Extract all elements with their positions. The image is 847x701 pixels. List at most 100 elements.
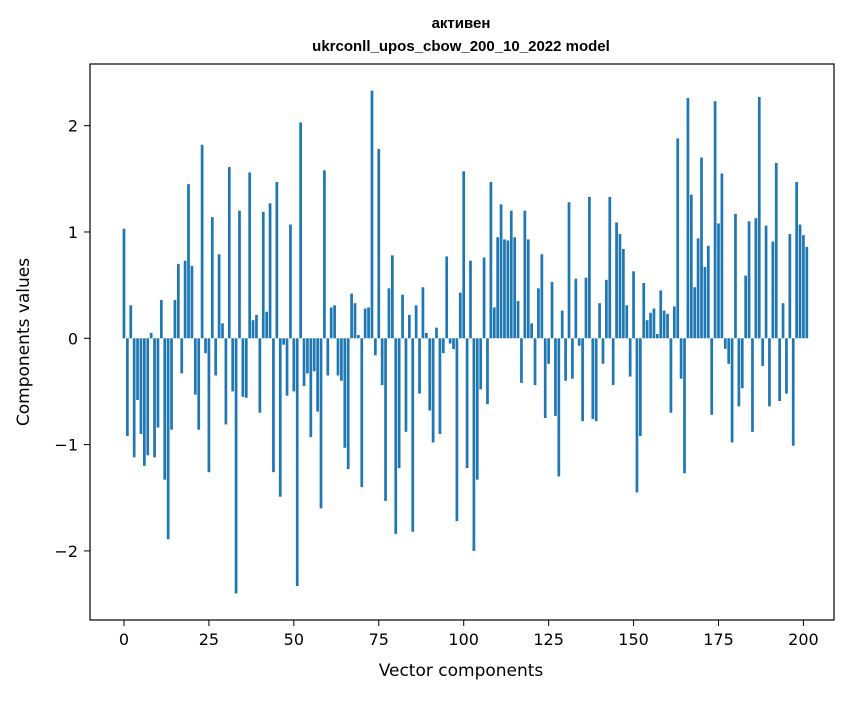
bar-190 [768,338,771,407]
bar-86 [414,305,418,339]
bar-46 [278,338,282,497]
bar-136 [584,277,588,339]
bar-177 [723,338,727,349]
bar-119 [526,239,530,339]
bar-26 [210,217,214,339]
bar-37 [248,172,252,339]
bar-196 [788,234,792,339]
bar-64 [340,338,343,381]
bar-178 [727,338,731,364]
bar-135 [581,338,584,422]
bar-172 [706,245,710,339]
bar-164 [679,338,683,379]
bar-139 [594,338,598,422]
bar-109 [492,307,496,339]
bar-145 [615,222,618,339]
bar-138 [591,338,595,420]
bar-157 [655,334,659,339]
x-tick-label-50: 50 [284,630,304,649]
bar-107 [486,338,489,405]
x-tick-label-75: 75 [369,630,389,649]
bar-85 [411,338,415,532]
bar-165 [683,338,686,474]
bar-12 [163,338,167,480]
bar-101 [465,338,469,468]
y-tick-label--2: −2 [54,542,78,561]
bar-73 [370,90,374,339]
bar-120 [530,323,533,339]
bar-160 [666,313,669,339]
bar-144 [611,338,615,386]
bar-48 [285,338,289,396]
bar-34 [238,210,241,339]
bar-180 [734,213,737,339]
bar-94 [441,338,445,354]
bar-15 [173,300,177,339]
bar-44 [272,338,275,473]
bar-169 [696,238,700,339]
bar-29 [221,323,224,339]
bar-67 [350,293,353,339]
bar-62 [333,305,336,339]
bar-7 [146,338,150,456]
bar-71 [363,308,367,339]
bar-127 [554,338,557,416]
bar-155 [649,312,652,339]
bar-23 [200,144,204,339]
chart-title: активен [432,15,491,32]
bar-77 [384,338,387,501]
bar-153 [642,283,646,339]
bar-1 [126,338,129,437]
bar-83 [404,338,408,432]
bar-105 [479,338,483,390]
bar-103 [472,338,476,551]
bar-123 [540,254,544,339]
bar-111 [499,204,503,339]
bar-10 [156,338,160,428]
bar-52 [299,122,302,339]
bar-102 [469,260,472,339]
bar-88 [421,287,425,339]
bar-194 [781,303,785,339]
bar-72 [367,307,370,339]
bar-92 [435,327,438,339]
bar-156 [652,308,656,339]
bar-150 [632,271,635,339]
bar-147 [622,248,625,339]
ticks-layer: 0 25 50 75 100 125 150 175 200 −2 −1 0 1 2 [54,117,818,649]
bar-193 [778,338,781,401]
bar-18 [183,260,187,339]
bar-8 [149,332,153,339]
bar-158 [659,290,663,339]
bar-14 [170,338,173,430]
bar-143 [608,196,612,339]
bar-54 [306,338,309,374]
bar-131 [567,202,571,339]
bar-82 [401,294,404,339]
bar-65 [343,338,347,448]
bar-55 [309,338,313,438]
bar-116 [516,301,520,339]
bar-167 [689,194,693,339]
bar-17 [180,338,184,374]
bar-81 [397,338,401,468]
bar-173 [710,338,714,415]
bar-40 [258,338,262,413]
bar-61 [329,307,333,339]
bar-95 [445,256,449,339]
bar-179 [730,338,734,443]
y-tick-label--1: −1 [54,436,78,455]
x-tick-label-100: 100 [448,630,479,649]
bar-63 [336,338,340,376]
bar-174 [713,101,717,339]
bars-layer [122,90,809,594]
x-tick-label-125: 125 [533,630,564,649]
bar-112 [503,239,506,339]
bar-176 [720,173,724,339]
bar-154 [645,320,649,339]
bar-53 [302,338,306,387]
bar-181 [737,338,741,407]
bar-78 [387,288,391,339]
bar-16 [176,263,180,339]
